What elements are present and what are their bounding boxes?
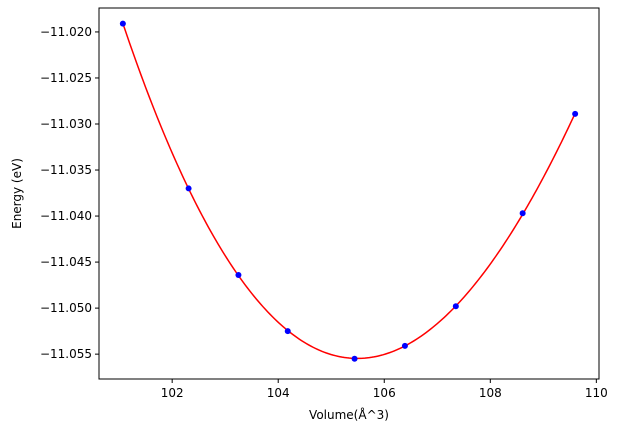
data-point	[235, 271, 242, 278]
data-point	[519, 210, 526, 217]
data-point	[452, 303, 459, 310]
fit-curve-line	[122, 23, 576, 360]
x-tick-label: 102	[161, 386, 184, 400]
y-tick-label: −11.055	[40, 347, 92, 361]
x-tick-label: 110	[585, 386, 608, 400]
y-tick-label: −11.025	[40, 71, 92, 85]
y-tick-label: −11.040	[40, 209, 92, 223]
x-axis-ticks: 102 104 106 108 110	[161, 379, 608, 400]
y-axis-label: Energy (eV)	[10, 158, 24, 229]
y-axis-ticks: −11.055 −11.050 −11.045 −11.040 −11.035 −11.0…	[40, 25, 99, 361]
data-point	[119, 20, 126, 27]
x-tick-label: 104	[267, 386, 290, 400]
x-axis-label: Volume(Å^3)	[309, 407, 389, 422]
y-tick-label: −11.030	[40, 117, 92, 131]
y-tick-label: −11.045	[40, 255, 92, 269]
data-point	[572, 110, 579, 117]
y-tick-label: −11.050	[40, 301, 92, 315]
data-point	[351, 355, 358, 362]
y-tick-label: −11.020	[40, 25, 92, 39]
x-tick-label: 108	[479, 386, 502, 400]
data-point	[284, 328, 291, 335]
x-tick-label: 106	[373, 386, 396, 400]
y-tick-label: −11.035	[40, 163, 92, 177]
plot-marks	[119, 20, 579, 362]
data-point	[185, 185, 192, 192]
data-point	[401, 342, 408, 349]
axes-frame	[98, 7, 600, 380]
